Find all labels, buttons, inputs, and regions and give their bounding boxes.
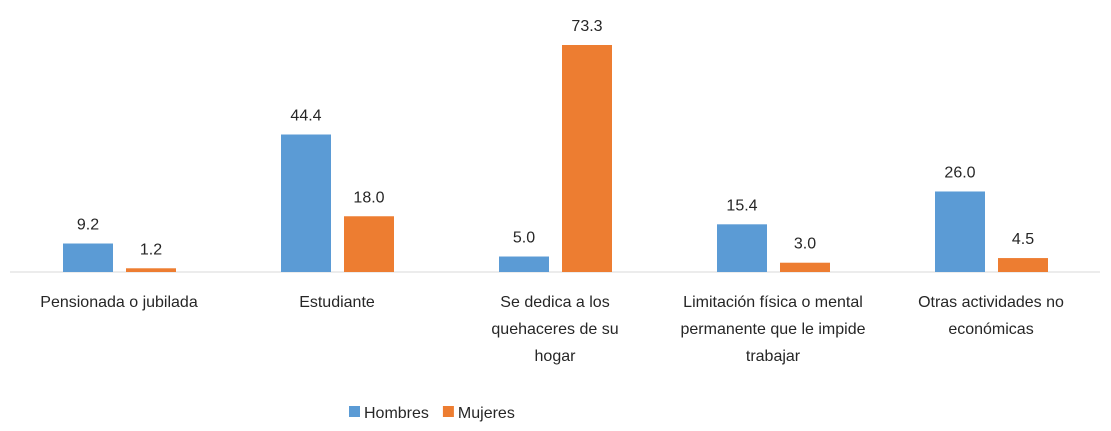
- data-label: 4.5: [1012, 231, 1034, 248]
- bar: [717, 224, 767, 272]
- legend-swatch: [349, 406, 360, 417]
- data-label: 15.4: [726, 197, 757, 214]
- data-label: 44.4: [290, 107, 321, 124]
- legend-label: Mujeres: [458, 405, 515, 422]
- bar: [998, 258, 1048, 272]
- data-label: 5.0: [513, 230, 535, 247]
- data-label: 18.0: [353, 189, 384, 206]
- bar: [499, 256, 549, 272]
- bar: [562, 45, 612, 272]
- data-label: 73.3: [571, 18, 602, 35]
- bar: [63, 243, 113, 272]
- legend-swatch: [442, 406, 454, 417]
- x-tick-label: Se dedica a los quehaceres de su hogar: [491, 294, 619, 365]
- data-label: 9.2: [77, 217, 99, 234]
- bar: [935, 191, 985, 272]
- data-label: 26.0: [944, 164, 975, 181]
- data-label: 3.0: [794, 236, 816, 253]
- bar: [281, 134, 331, 272]
- data-label: 1.2: [140, 241, 162, 258]
- x-tick-label: Estudiante: [299, 294, 375, 311]
- x-tick-label: Limitación física o mental permanente qu…: [680, 294, 866, 365]
- x-tick-label: Otras actividades no económicas: [918, 294, 1064, 338]
- bar: [126, 268, 176, 272]
- legend-label: Hombres: [364, 405, 429, 422]
- x-tick-label: Pensionada o jubilada: [40, 294, 198, 311]
- bar: [344, 216, 394, 272]
- bar: [780, 262, 830, 272]
